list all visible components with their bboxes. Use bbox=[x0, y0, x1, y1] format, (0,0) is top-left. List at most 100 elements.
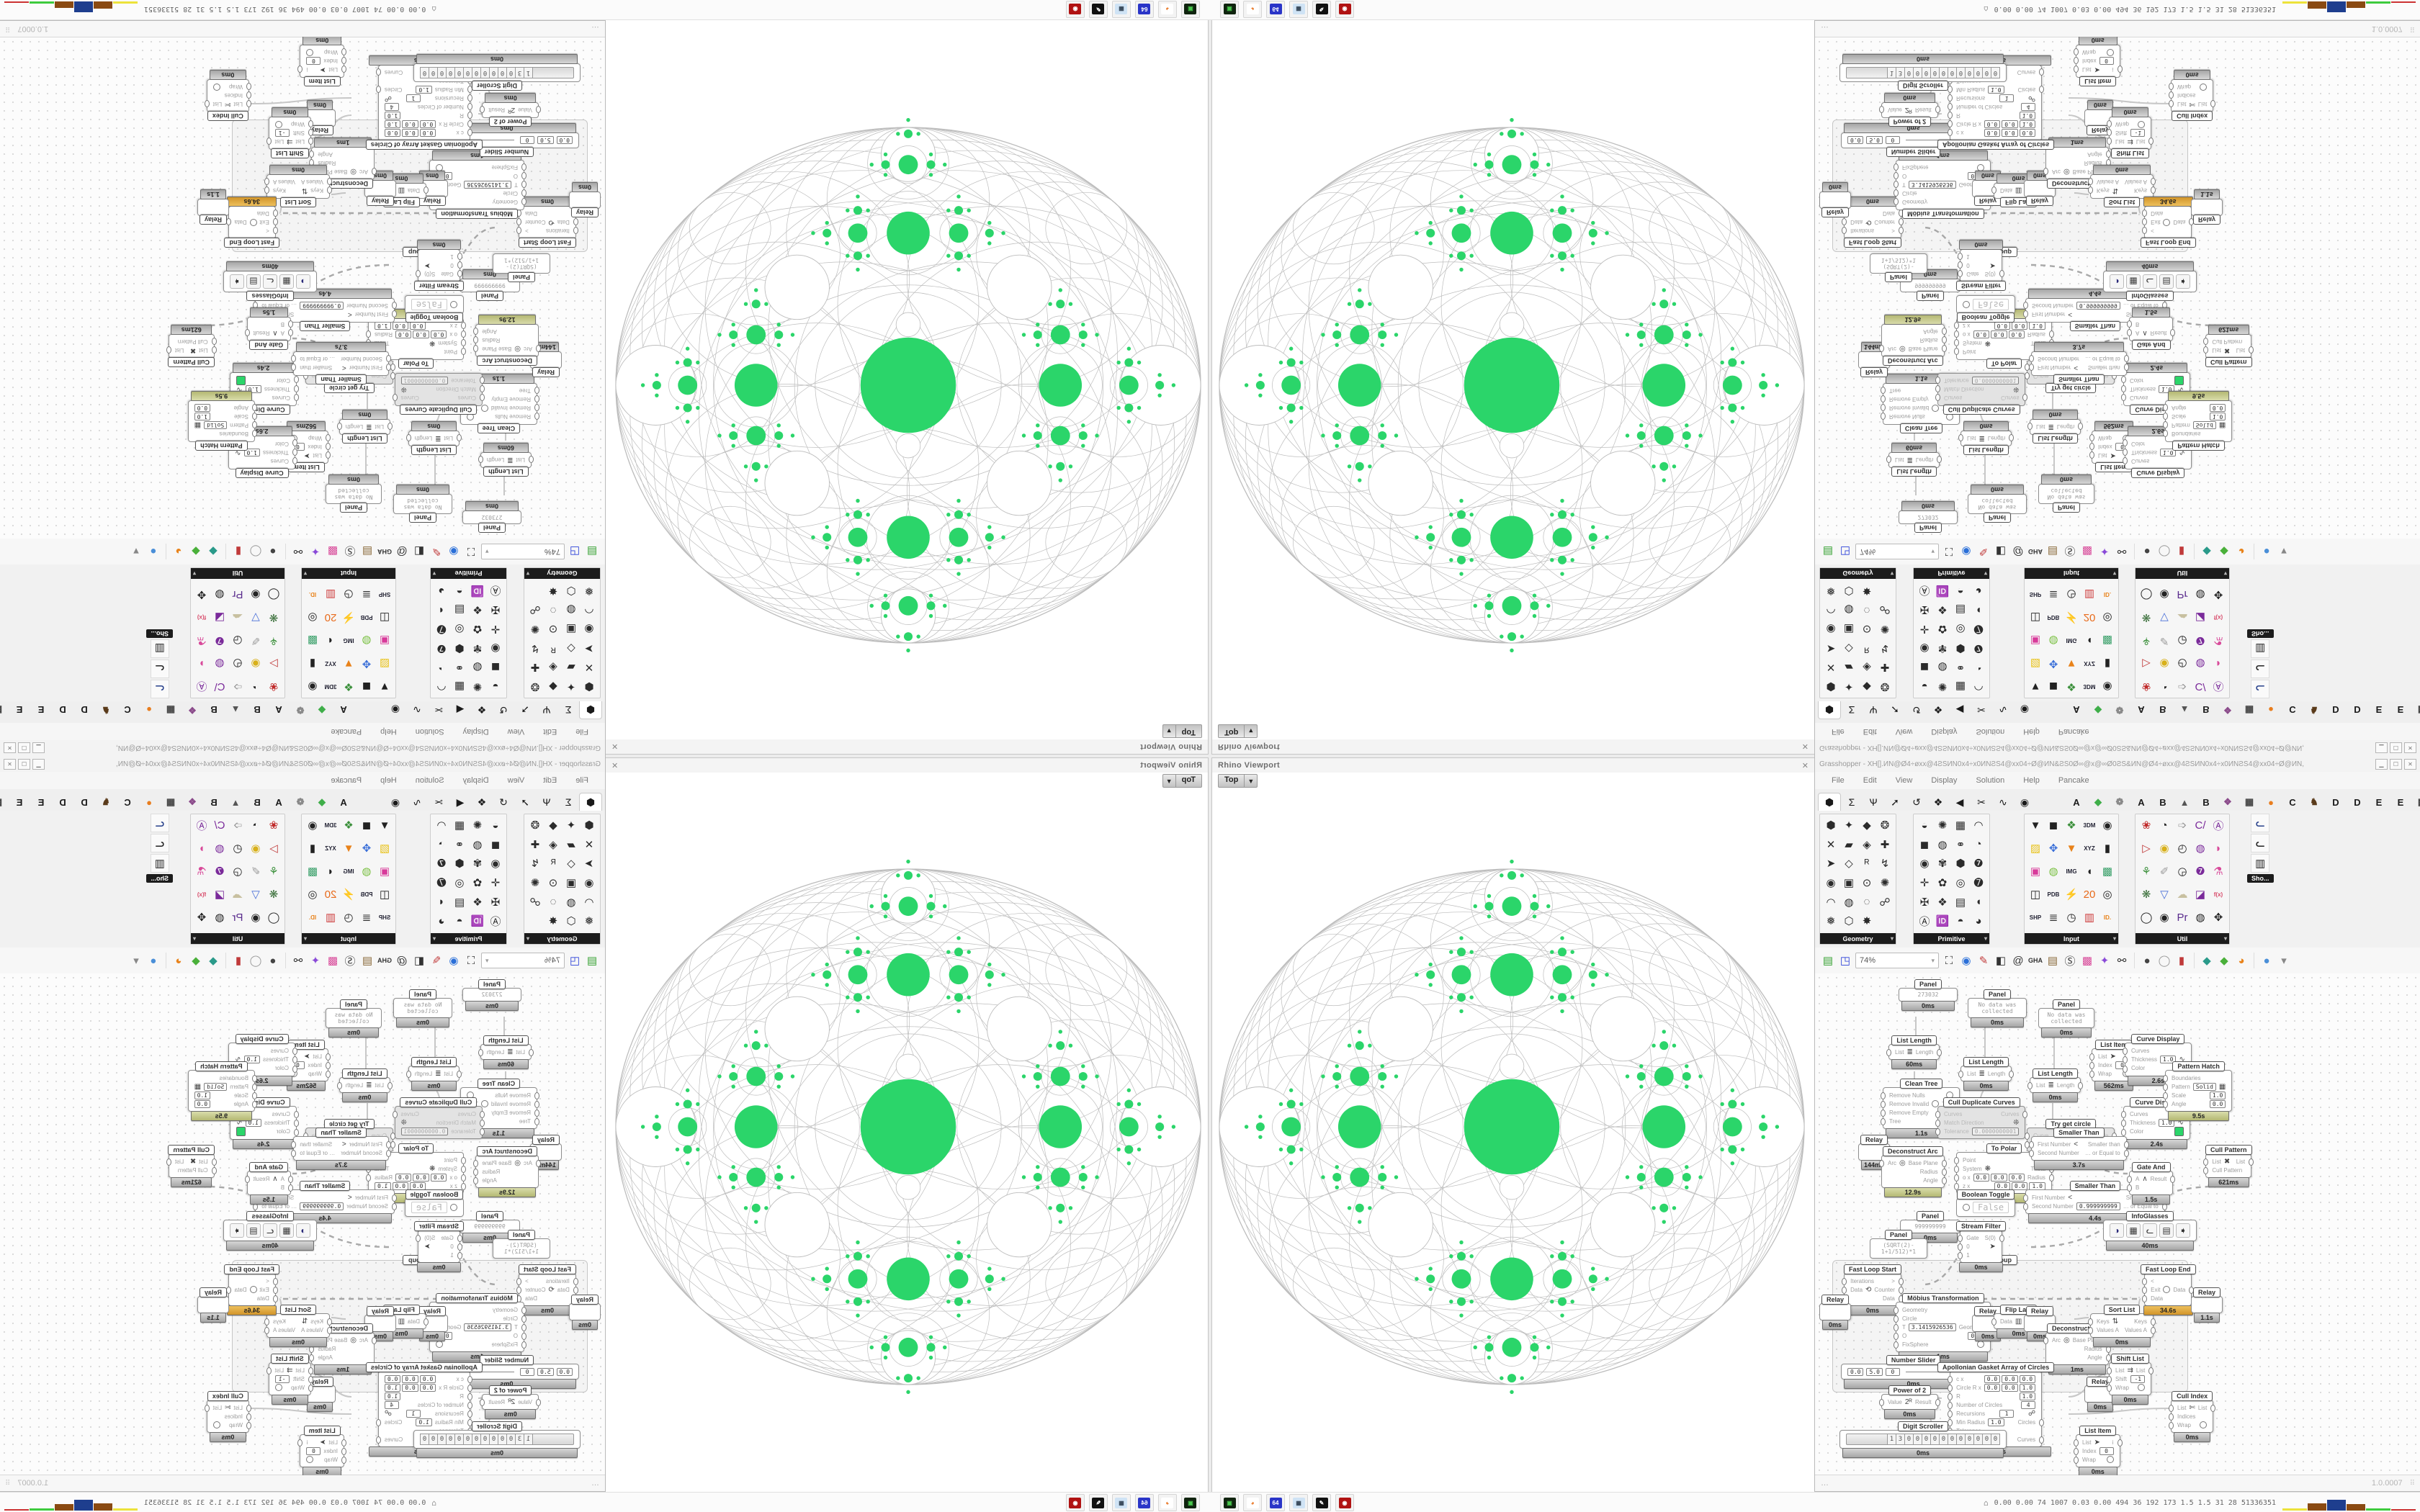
component-icon[interactable]: ◍ bbox=[472, 838, 483, 851]
component-icon[interactable]: ◼ bbox=[2048, 819, 2058, 832]
maximize-button[interactable]: ☐ bbox=[18, 742, 30, 754]
infoglasses-icon[interactable]: ▥ bbox=[2251, 639, 2270, 658]
close-button[interactable]: ✕ bbox=[4, 758, 16, 770]
component-icon[interactable]: ✺ bbox=[472, 680, 483, 693]
component-icon[interactable]: ◼ bbox=[362, 819, 372, 832]
node-fast-loop-start[interactable]: Fast Loop Start Iterations > Data ⟲ Counter Da… bbox=[1842, 1264, 1904, 1315]
tab-plugin-12[interactable]: D bbox=[2332, 704, 2339, 716]
node-list-length-c[interactable]: List Length List ≣ Length 0ms bbox=[336, 410, 393, 444]
component-icon[interactable]: ▽ bbox=[251, 611, 260, 624]
component-icon[interactable]: ◉ bbox=[2102, 819, 2112, 832]
component-icon[interactable]: ✥ bbox=[2048, 842, 2058, 855]
component-icon[interactable]: SHP bbox=[2029, 591, 2042, 598]
tab-plugin-9[interactable]: ● bbox=[146, 704, 152, 716]
component-icon[interactable]: ⬢ bbox=[584, 819, 594, 832]
component-icon[interactable]: ◉ bbox=[251, 842, 261, 855]
component-icon[interactable]: ◫ bbox=[2030, 611, 2041, 624]
component-icon[interactable]: Pr bbox=[2177, 588, 2188, 601]
component-icon[interactable]: ▰ bbox=[567, 661, 575, 674]
component-icon[interactable]: ✿ bbox=[1937, 876, 1948, 889]
viewport-canvas[interactable] bbox=[1212, 790, 1814, 1492]
gift-icon[interactable]: ▩ bbox=[2081, 955, 2093, 967]
node-fast-loop-start[interactable]: Fast Loop Start Iterations > Data ⟲ Counter Da… bbox=[1842, 197, 1904, 248]
tab-plugin-3[interactable]: A bbox=[2138, 796, 2145, 808]
tab-plugin-16[interactable]: ▩ bbox=[0, 701, 9, 719]
minimize-button[interactable]: ▁ bbox=[2375, 758, 2388, 770]
component-icon[interactable]: ❀ bbox=[269, 680, 279, 693]
menu-item-view[interactable]: View bbox=[1895, 727, 1913, 736]
tab-category-3[interactable]: ➚ bbox=[521, 704, 529, 716]
tab-plugin-2[interactable]: ❁ bbox=[2115, 796, 2124, 807]
bulb-icon[interactable]: ✦ bbox=[310, 955, 321, 967]
floppy-64-icon[interactable]: 64 bbox=[1135, 1494, 1154, 1511]
tab-category-0[interactable]: ⬢ bbox=[1818, 701, 1841, 719]
menu-item-solution[interactable]: Solution bbox=[415, 727, 444, 736]
node-deconstruct-arc-a[interactable]: Deconstruct Arc Arc ◎ Base Plane Radius Angle… bbox=[473, 315, 541, 366]
tab-category-8[interactable]: ∿ bbox=[413, 704, 421, 716]
component-icon[interactable]: ◍ bbox=[566, 603, 576, 616]
component-icon[interactable]: ▽ bbox=[2160, 611, 2169, 624]
node-pattern-hatch[interactable]: Pattern Hatch Boundaries Pattern Solid ▦ Scal… bbox=[187, 391, 257, 451]
component-icon[interactable]: ◉ bbox=[308, 680, 318, 693]
component-icon[interactable]: ◖ bbox=[438, 896, 445, 909]
tab-category-3[interactable]: ➚ bbox=[521, 796, 529, 808]
bulb-icon[interactable]: ✦ bbox=[2099, 955, 2110, 967]
component-icon[interactable]: ▨ bbox=[379, 842, 390, 855]
tab-plugin-12[interactable]: D bbox=[81, 796, 88, 808]
component-icon[interactable]: ➐ bbox=[436, 623, 447, 636]
component-icon[interactable]: ☍ bbox=[1879, 603, 1891, 616]
infoglasses-icon[interactable]: ▥ bbox=[150, 854, 169, 873]
node-smaller-than-37[interactable]: Smaller Than First Number < Smaller than Sec… bbox=[2029, 342, 2129, 384]
tab-plugin-0[interactable]: A bbox=[2073, 796, 2080, 808]
tab-plugin-9[interactable]: ● bbox=[2268, 704, 2274, 716]
component-icon[interactable]: 🆔 bbox=[470, 584, 485, 597]
node-pattern-hatch[interactable]: Pattern Hatch Boundaries Pattern Solid ▦ Scal… bbox=[2163, 391, 2233, 451]
component-icon[interactable]: ▥ bbox=[325, 912, 336, 924]
component-icon[interactable]: ◇ bbox=[1845, 858, 1853, 870]
tab-plugin-8[interactable]: ▦ bbox=[2244, 705, 2254, 716]
component-icon[interactable]: ᴿ bbox=[550, 857, 556, 870]
menu-item-display[interactable]: Display bbox=[1931, 727, 1958, 736]
component-icon[interactable]: ◉ bbox=[2159, 657, 2169, 670]
notes-icon[interactable]: ▤ bbox=[2047, 955, 2058, 967]
component-icon[interactable]: ◶ bbox=[2177, 865, 2187, 878]
paint-icon[interactable]: ✎ bbox=[431, 545, 442, 557]
component-icon[interactable]: ▤ bbox=[454, 603, 465, 616]
menu-item-help[interactable]: Help bbox=[2023, 776, 2040, 785]
rhino-viewport-titlebar[interactable]: Rhino Viewport ✕ bbox=[606, 758, 1208, 773]
component-icon[interactable]: ▣ bbox=[2030, 865, 2041, 878]
zoom-level-input[interactable]: 74% ▾ bbox=[1855, 544, 1939, 559]
component-icon[interactable]: ✠ bbox=[1919, 896, 1930, 909]
component-icon[interactable]: ➩ bbox=[233, 819, 243, 832]
component-icon[interactable]: ☍ bbox=[529, 603, 541, 616]
zoom-level-input[interactable]: 74% ▾ bbox=[1855, 953, 1939, 968]
component-icon[interactable]: ❖ bbox=[2066, 819, 2076, 832]
component-icon[interactable]: ◪ bbox=[214, 888, 225, 901]
save-icon[interactable]: ◳ bbox=[1839, 955, 1851, 967]
component-icon[interactable]: ◌ bbox=[550, 603, 557, 616]
component-icon[interactable]: ◆ bbox=[549, 819, 557, 832]
menu-item-display[interactable]: Display bbox=[1931, 776, 1958, 785]
tab-category-2[interactable]: Ѱ bbox=[542, 796, 551, 808]
zoom-extents-icon[interactable]: ⛶ bbox=[1945, 954, 1953, 967]
component-icon[interactable]: ▣ bbox=[2030, 634, 2041, 647]
gimp-icon[interactable]: ✎ bbox=[1312, 1494, 1331, 1511]
tab-category-4[interactable]: ↺ bbox=[499, 796, 508, 808]
tab-category-5[interactable]: ❖ bbox=[477, 796, 487, 808]
tab-category-1[interactable]: Σ bbox=[565, 796, 572, 808]
firefox-icon[interactable]: ◕ bbox=[1243, 1, 1262, 18]
caret-down-icon[interactable]: ▾ bbox=[133, 955, 139, 967]
tab-plugin-8[interactable]: ▦ bbox=[2244, 796, 2254, 807]
palette-label-util[interactable]: Util ▾ bbox=[2136, 568, 2229, 579]
component-icon[interactable]: ⚘ bbox=[2141, 634, 2151, 647]
tab-plugin-10[interactable]: C bbox=[124, 704, 131, 716]
component-icon[interactable]: ❖ bbox=[472, 603, 483, 616]
save-icon[interactable]: ◳ bbox=[1839, 545, 1851, 557]
component-icon[interactable]: ◔ bbox=[1975, 838, 1982, 851]
preview-icon[interactable]: ◉ bbox=[449, 955, 459, 967]
component-icon[interactable]: ◇ bbox=[1845, 642, 1853, 654]
component-icon[interactable]: ◎ bbox=[1955, 623, 1966, 636]
component-icon[interactable]: ▼ bbox=[379, 680, 390, 693]
component-icon[interactable]: ❅ bbox=[584, 915, 594, 928]
component-icon[interactable]: ➤ bbox=[584, 858, 594, 870]
